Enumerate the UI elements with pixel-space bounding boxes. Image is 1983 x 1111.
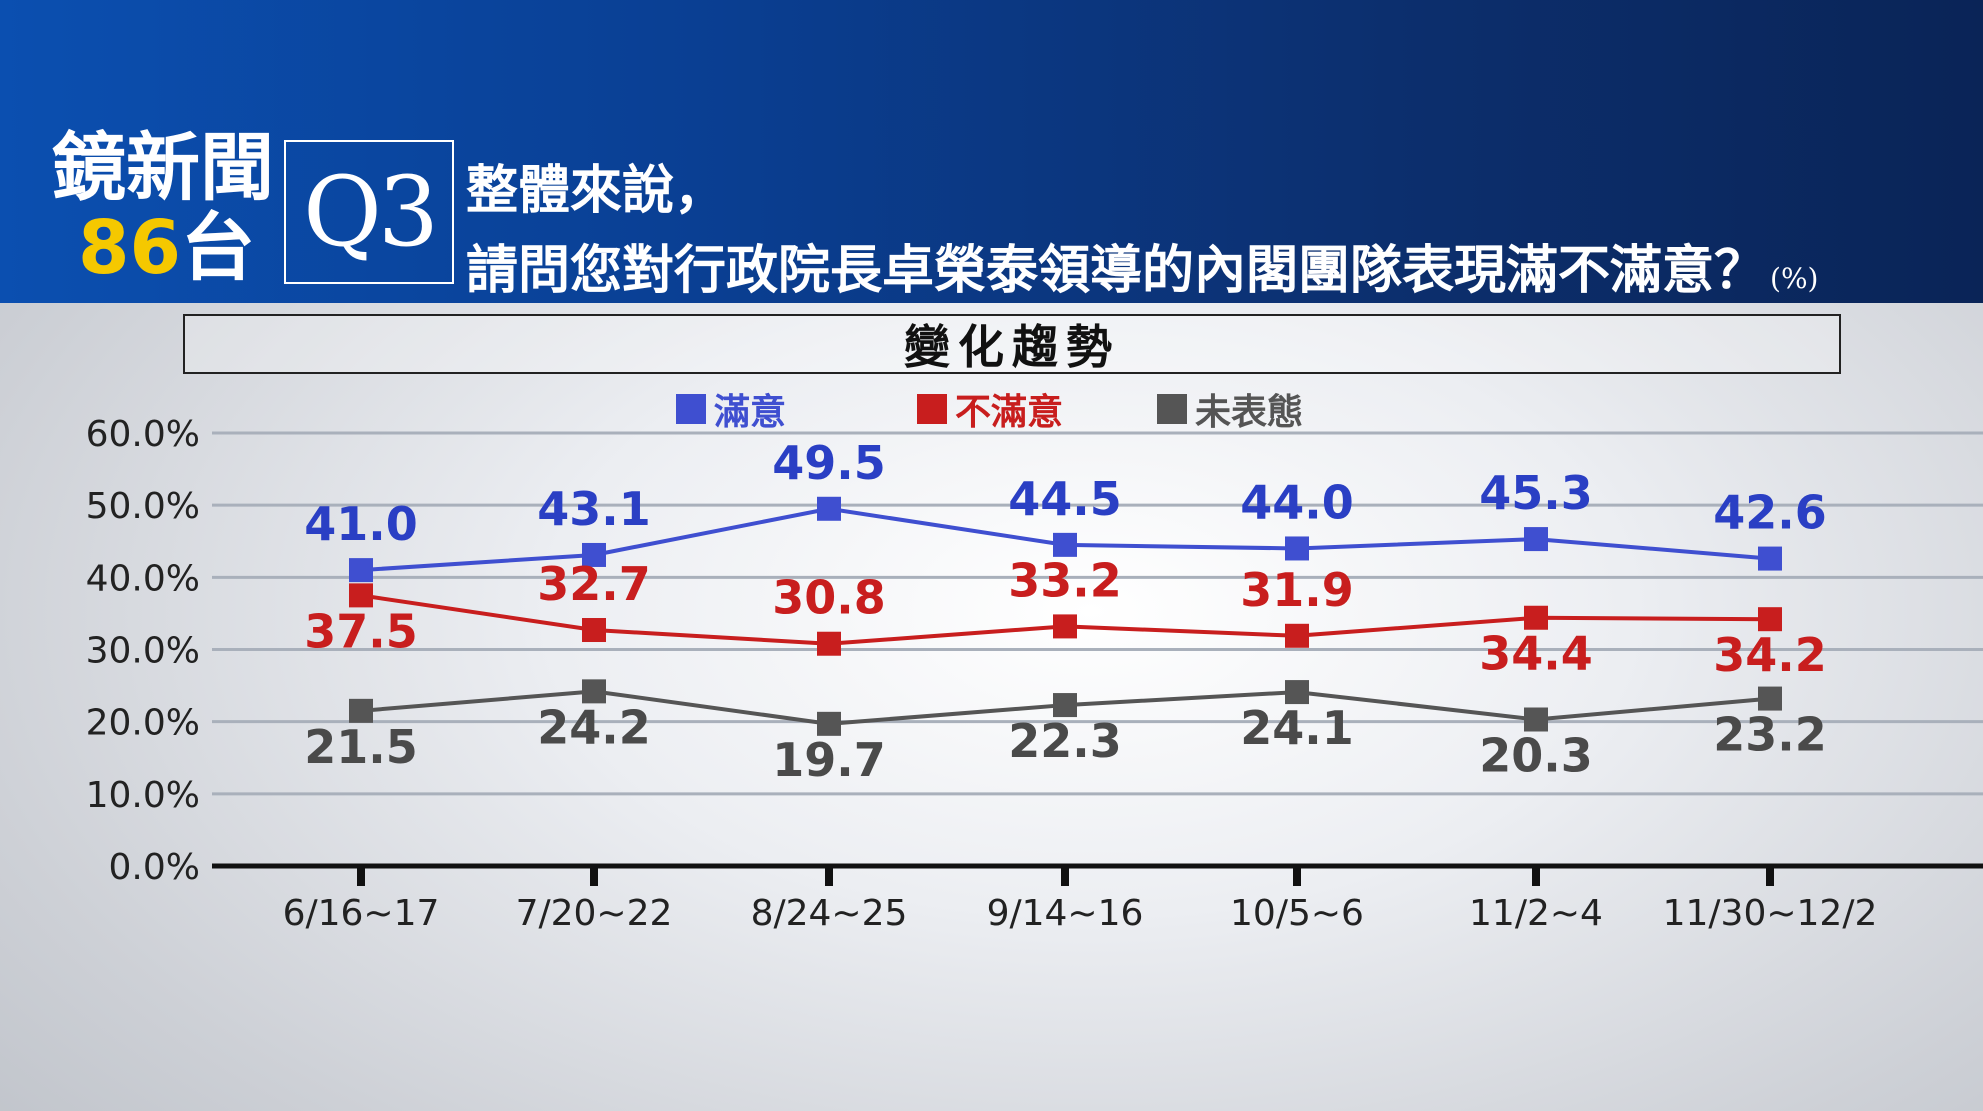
- x-tick-label: 10/5~6: [1230, 893, 1364, 934]
- y-tick-label: 60.0%: [86, 414, 200, 455]
- data-point-satisfied: [817, 496, 841, 521]
- trend-title: 變化趨勢: [183, 314, 1841, 374]
- data-label-satisfied: 43.1: [537, 482, 651, 536]
- data-label-dissatisfied: 34.4: [1479, 627, 1593, 681]
- data-label-dissatisfied: 37.5: [304, 604, 418, 658]
- data-point-dissatisfied: [582, 618, 606, 643]
- data-label-satisfied: 44.0: [1240, 475, 1354, 529]
- logo-channel: 86台: [78, 208, 255, 288]
- data-label-satisfied: 44.5: [1008, 472, 1122, 526]
- legend-item-satisfied: 滿意: [676, 384, 786, 434]
- x-tick-label: 11/30~12/2: [1663, 893, 1878, 934]
- y-tick-label: 50.0%: [86, 486, 200, 527]
- question-number: Q3: [284, 140, 454, 284]
- question-text: 請問您對行政院長卓榮泰領導的內閣團隊表現滿不滿意？: [466, 240, 1767, 301]
- y-tick-label: 0.0%: [109, 847, 200, 888]
- data-point-dissatisfied: [1524, 605, 1548, 630]
- legend-item-dissatisfied: 不滿意: [917, 384, 1063, 434]
- data-point-undecided: [1285, 680, 1309, 705]
- legend-swatch-undecided: [1157, 394, 1187, 424]
- data-label-undecided: 19.7: [772, 733, 886, 787]
- data-label-satisfied: 45.3: [1479, 466, 1593, 520]
- x-tick-label: 6/16~17: [283, 893, 440, 934]
- data-point-dissatisfied: [1758, 607, 1782, 632]
- data-label-dissatisfied: 31.9: [1240, 563, 1354, 617]
- data-label-dissatisfied: 32.7: [537, 557, 651, 611]
- logo-channel-number: 86: [78, 205, 181, 291]
- y-tick-label: 10.0%: [86, 775, 200, 816]
- data-point-undecided: [817, 711, 841, 736]
- data-label-satisfied: 41.0: [304, 497, 418, 551]
- data-point-dissatisfied: [1285, 623, 1309, 648]
- y-tick-label: 40.0%: [86, 558, 200, 599]
- data-label-undecided: 21.5: [304, 720, 418, 774]
- data-label-satisfied: 49.5: [772, 436, 886, 490]
- data-point-undecided: [1053, 693, 1077, 718]
- data-point-undecided: [349, 698, 373, 723]
- data-label-dissatisfied: 34.2: [1713, 628, 1827, 682]
- question-line-1: 整體來說，: [466, 160, 727, 221]
- data-point-dissatisfied: [817, 631, 841, 656]
- data-label-undecided: 24.1: [1240, 701, 1354, 755]
- logo-channel-suffix: 台: [180, 205, 255, 291]
- data-point-satisfied: [1758, 546, 1782, 571]
- data-label-undecided: 24.2: [537, 700, 651, 754]
- unit-label: (%): [1770, 262, 1819, 295]
- data-point-satisfied: [1524, 527, 1548, 552]
- data-label-undecided: 23.2: [1713, 708, 1827, 762]
- y-tick-label: 20.0%: [86, 703, 200, 744]
- x-tick-label: 8/24~25: [751, 893, 908, 934]
- data-point-satisfied: [582, 542, 606, 567]
- data-label-dissatisfied: 33.2: [1008, 553, 1122, 607]
- data-point-dissatisfied: [349, 583, 373, 608]
- header-banner: [0, 0, 1983, 303]
- y-tick-label: 30.0%: [86, 631, 200, 672]
- data-label-dissatisfied: 30.8: [772, 571, 886, 625]
- legend-label-satisfied: 滿意: [714, 392, 787, 433]
- logo-text: 鏡新聞: [52, 125, 274, 211]
- x-tick-label: 7/20~22: [516, 893, 673, 934]
- x-tick-label: 9/14~16: [987, 893, 1144, 934]
- x-tick-label: 11/2~4: [1469, 893, 1603, 934]
- data-label-satisfied: 42.6: [1713, 486, 1827, 540]
- data-point-dissatisfied: [1053, 614, 1077, 639]
- data-point-satisfied: [349, 558, 373, 583]
- legend-label-undecided: 未表態: [1195, 392, 1304, 433]
- legend-swatch-satisfied: [676, 394, 706, 424]
- question-line-2: 請問您對行政院長卓榮泰領導的內閣團隊表現滿不滿意？ (%): [466, 228, 1818, 303]
- data-label-undecided: 22.3: [1008, 714, 1122, 768]
- data-point-undecided: [1758, 686, 1782, 711]
- data-label-undecided: 20.3: [1479, 729, 1593, 783]
- data-point-satisfied: [1053, 532, 1077, 557]
- data-point-satisfied: [1285, 536, 1309, 561]
- data-point-undecided: [1524, 707, 1548, 732]
- legend-item-undecided: 未表態: [1157, 384, 1303, 434]
- legend-label-dissatisfied: 不滿意: [955, 392, 1064, 433]
- legend-swatch-dissatisfied: [917, 394, 947, 424]
- data-point-undecided: [582, 679, 606, 704]
